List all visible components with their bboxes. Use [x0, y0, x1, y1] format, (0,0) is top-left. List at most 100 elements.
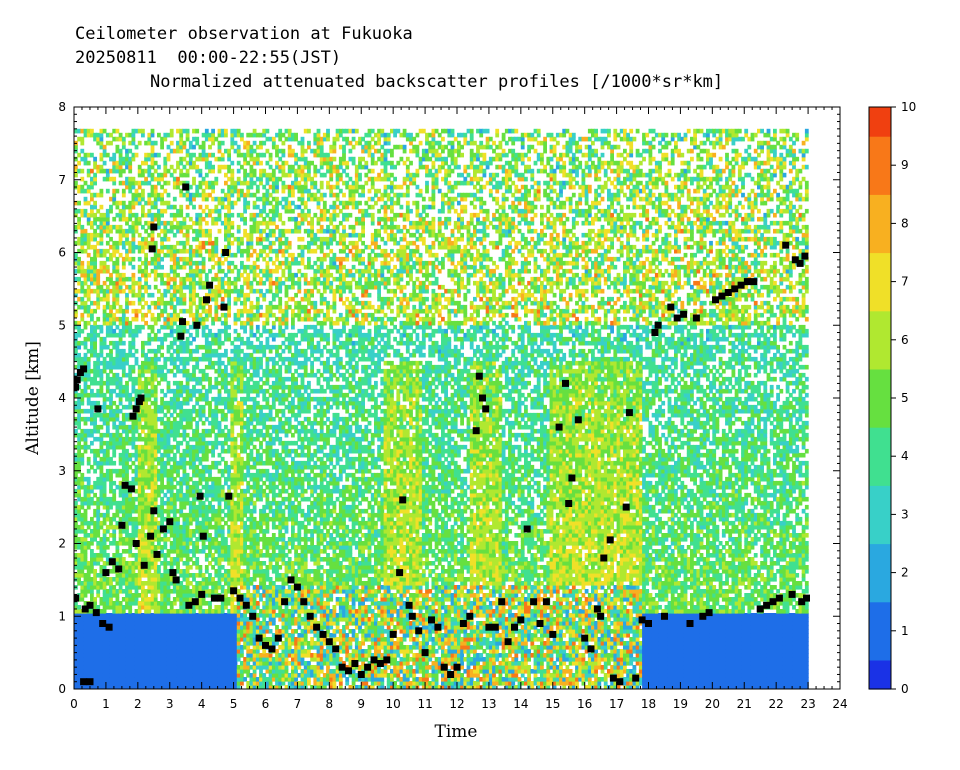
backscatter-cell [183, 157, 187, 162]
backscatter-cell [93, 321, 97, 326]
backscatter-cell [157, 253, 161, 258]
backscatter-cell [224, 417, 228, 422]
backscatter-cell [227, 285, 231, 290]
backscatter-cell [87, 545, 91, 550]
backscatter-cell [199, 273, 203, 278]
backscatter-cell [195, 237, 199, 242]
backscatter-cell [119, 305, 123, 310]
backscatter-cell [132, 273, 136, 278]
backscatter-cell [106, 241, 110, 246]
backscatter-cell [192, 417, 196, 422]
backscatter-cell [173, 277, 177, 282]
backscatter-cell [163, 545, 167, 550]
backscatter-cell [179, 169, 183, 174]
backscatter-cell [195, 401, 199, 406]
backscatter-cell [96, 209, 100, 214]
backscatter-cell [106, 345, 110, 350]
backscatter-cell [132, 237, 136, 242]
backscatter-cell [160, 145, 164, 150]
backscatter-cell [106, 265, 110, 270]
backscatter-cell [100, 241, 104, 246]
backscatter-cell [147, 181, 151, 186]
backscatter-cell [109, 473, 113, 478]
backscatter-cell [96, 357, 100, 362]
backscatter-cell [80, 597, 84, 602]
backscatter-cell [141, 297, 145, 302]
backscatter-cell [90, 225, 94, 230]
backscatter-cell [183, 505, 187, 510]
backscatter-cell [144, 353, 148, 358]
backscatter-cell [77, 509, 81, 514]
backscatter-cell [167, 169, 171, 174]
backscatter-cell [186, 241, 190, 246]
backscatter-cell [157, 217, 161, 222]
backscatter-cell [208, 469, 212, 474]
backscatter-cell [192, 373, 196, 378]
backscatter-cell [186, 173, 190, 178]
backscatter-cell [96, 453, 100, 458]
backscatter-cell [218, 213, 222, 218]
backscatter-cell [112, 193, 116, 198]
backscatter-cell [214, 237, 218, 242]
backscatter-cell [192, 461, 196, 466]
backscatter-cell [218, 357, 222, 362]
backscatter-cell [154, 425, 158, 430]
backscatter-cell [138, 309, 142, 314]
backscatter-cell [218, 217, 222, 222]
backscatter-cell [202, 245, 206, 250]
backscatter-cell [93, 245, 97, 250]
backscatter-cell [119, 337, 123, 342]
backscatter-cell [151, 293, 155, 298]
backscatter-cell [87, 285, 91, 290]
backscatter-cell [141, 345, 145, 350]
backscatter-cell [221, 361, 225, 366]
backscatter-cell [170, 481, 174, 486]
backscatter-cell [218, 569, 222, 574]
backscatter-cell [122, 265, 126, 270]
backscatter-cell [227, 309, 231, 314]
backscatter-cell [93, 345, 97, 350]
backscatter-cell [179, 489, 183, 494]
backscatter-cell [93, 173, 97, 178]
backscatter-cell [170, 165, 174, 170]
backscatter-cell [170, 173, 174, 178]
backscatter-cell [173, 457, 177, 462]
backscatter-cell [205, 197, 209, 202]
backscatter-cell [221, 529, 225, 534]
backscatter-cell [183, 165, 187, 170]
backscatter-cell [221, 269, 225, 274]
backscatter-cell [109, 325, 113, 330]
backscatter-cell [173, 505, 177, 510]
backscatter-cell [173, 437, 177, 442]
backscatter-cell [132, 185, 136, 190]
backscatter-cell [141, 197, 145, 202]
backscatter-cell [195, 453, 199, 458]
backscatter-cell [160, 549, 164, 554]
backscatter-cell [80, 473, 84, 478]
backscatter-cell [80, 453, 84, 458]
backscatter-cell [119, 533, 123, 538]
backscatter-cell [205, 317, 209, 322]
backscatter-cell [199, 481, 203, 486]
backscatter-cell [90, 197, 94, 202]
backscatter-cell [141, 305, 145, 310]
backscatter-cell [192, 297, 196, 302]
backscatter-cell [132, 301, 136, 306]
backscatter-cell [112, 585, 116, 590]
backscatter-cell [80, 317, 84, 322]
backscatter-cell [147, 333, 151, 338]
backscatter-cell [128, 457, 132, 462]
backscatter-cell [224, 441, 228, 446]
backscatter-cell [84, 341, 88, 346]
backscatter-cell [100, 445, 104, 450]
backscatter-cell [183, 281, 187, 286]
backscatter-cell [141, 529, 145, 534]
backscatter-cell [211, 321, 215, 326]
backscatter-cell [116, 245, 120, 250]
backscatter-cell [84, 421, 88, 426]
backscatter-cell [224, 273, 228, 278]
backscatter-cell [160, 185, 164, 190]
backscatter-cell [186, 169, 190, 174]
backscatter-cell [109, 485, 113, 490]
backscatter-cell [109, 369, 113, 374]
